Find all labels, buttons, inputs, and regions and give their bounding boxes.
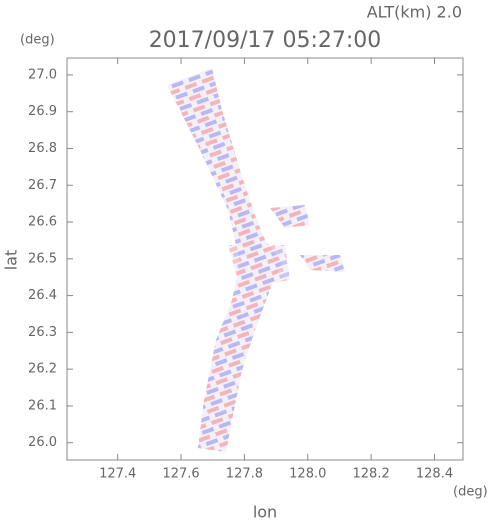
y-tick-label: 26.9: [28, 104, 57, 119]
y-tick-label: 26.1: [28, 398, 57, 413]
radar-swath: [167, 68, 345, 452]
echo-cluster: [228, 245, 290, 288]
y-tick-label: 26.2: [28, 362, 57, 377]
x-axis-label: lon: [253, 503, 277, 521]
chart-title: 2017/09/17 05:27:00: [149, 28, 382, 53]
x-unit: (deg): [453, 485, 488, 500]
y-unit: (deg): [20, 33, 55, 48]
y-tick-label: 26.0: [28, 435, 57, 450]
y-tick-label: 26.6: [28, 215, 57, 230]
y-axis-label: lat: [2, 250, 21, 271]
echo-cluster: [270, 205, 310, 228]
y-tick-label: 26.3: [28, 325, 57, 340]
x-tick-label: 127.8: [226, 467, 263, 482]
echo-cluster: [300, 255, 345, 272]
y-tick-label: 26.5: [28, 251, 57, 266]
x-tick-label: 128.4: [416, 467, 453, 482]
altitude-label: ALT(km) 2.0: [367, 3, 462, 22]
y-tick-label: 26.4: [28, 288, 57, 303]
x-tick-label: 128.0: [289, 467, 326, 482]
x-tick-label: 127.6: [162, 467, 199, 482]
y-tick-label: 26.8: [28, 141, 57, 156]
x-tick-label: 127.4: [99, 467, 136, 482]
y-tick-label: 27.0: [28, 67, 57, 82]
y-tick-label: 26.7: [28, 178, 57, 193]
x-tick-label: 128.2: [353, 467, 390, 482]
